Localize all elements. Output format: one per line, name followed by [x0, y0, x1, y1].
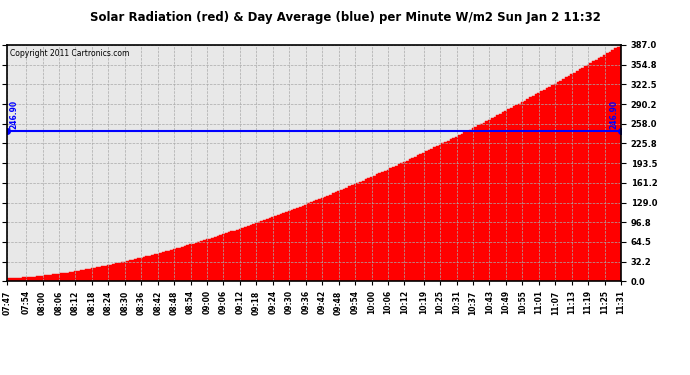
Text: 246.90: 246.90: [10, 100, 19, 129]
Text: Solar Radiation (red) & Day Average (blue) per Minute W/m2 Sun Jan 2 11:32: Solar Radiation (red) & Day Average (blu…: [90, 11, 600, 24]
Text: Copyright 2011 Cartronics.com: Copyright 2011 Cartronics.com: [10, 48, 129, 57]
Text: 246.90: 246.90: [609, 100, 618, 129]
